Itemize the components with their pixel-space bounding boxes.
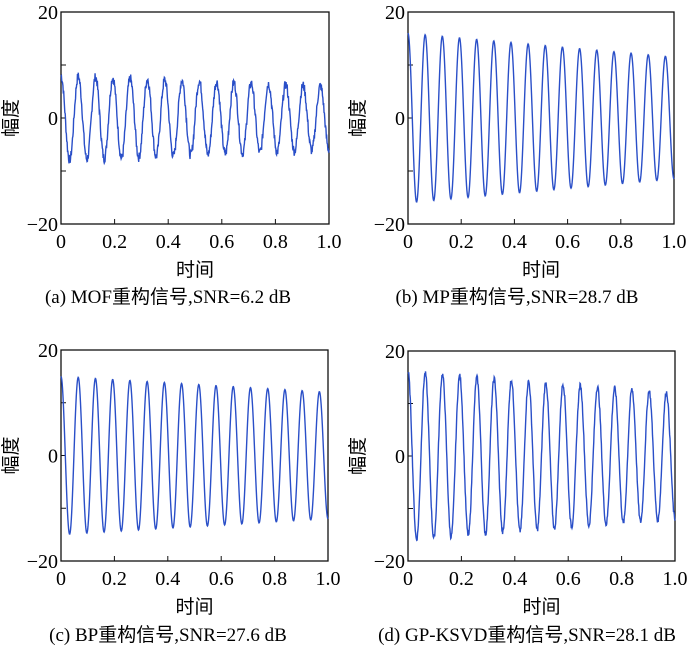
x-tick-label: 0.6 <box>555 231 580 253</box>
y-axis-label: 幅度 <box>0 99 22 137</box>
x-tick-label: 0 <box>403 231 413 253</box>
y-tick-label: 20 <box>38 2 58 24</box>
y-tick-label: −20 <box>27 551 58 573</box>
x-axis-label: 时间 <box>522 596 560 618</box>
x-tick-label: 0 <box>56 568 66 590</box>
x-tick-label: 0.6 <box>556 568 581 590</box>
y-tick-label: 0 <box>395 108 405 130</box>
x-tick-label: 0.2 <box>449 568 474 590</box>
y-tick-label: −20 <box>27 214 58 236</box>
x-tick-label: 1.0 <box>662 231 687 253</box>
x-axis-label: 时间 <box>175 596 213 618</box>
x-tick-label: 1.0 <box>316 568 341 590</box>
panel-caption: (c) BP重构信号,SNR=27.6 dB <box>49 624 287 646</box>
y-tick-label: −20 <box>374 214 405 236</box>
y-axis-label: 幅度 <box>347 99 369 137</box>
x-tick-label: 0.4 <box>155 568 180 590</box>
x-tick-label: 1.0 <box>663 568 688 590</box>
y-axis-label: 幅度 <box>347 437 369 475</box>
x-axis-label: 时间 <box>176 259 214 281</box>
signal-line <box>407 32 675 203</box>
y-axis-label: 幅度 <box>0 436 22 474</box>
x-tick-label: 0 <box>403 568 413 590</box>
x-tick-label: 0.4 <box>502 231 527 253</box>
x-tick-label: 0.4 <box>156 231 181 253</box>
x-tick-label: 1.0 <box>317 231 342 253</box>
panel-caption: (b) MP重构信号,SNR=28.7 dB <box>396 286 639 308</box>
y-tick-label: 0 <box>395 446 405 468</box>
x-tick-label: 0.6 <box>209 568 234 590</box>
x-tick-label: 0.4 <box>502 568 527 590</box>
x-tick-label: 0.8 <box>262 568 287 590</box>
panel-caption: (a) MOF重构信号,SNR=6.2 dB <box>45 286 291 308</box>
x-tick-label: 0.8 <box>609 568 634 590</box>
y-tick-label: 20 <box>385 341 405 363</box>
x-tick-label: 0.8 <box>263 231 288 253</box>
y-tick-label: 20 <box>385 2 405 24</box>
y-tick-label: 0 <box>48 446 58 468</box>
x-tick-label: 0.2 <box>102 231 127 253</box>
y-tick-label: −20 <box>374 551 405 573</box>
signal-line <box>60 72 330 166</box>
x-tick-label: 0.2 <box>449 231 474 253</box>
x-axis-label: 时间 <box>522 259 560 281</box>
x-tick-label: 0.8 <box>608 231 633 253</box>
signal-line <box>60 375 329 535</box>
x-tick-label: 0.6 <box>209 231 234 253</box>
y-tick-label: 0 <box>48 108 58 130</box>
y-tick-label: 20 <box>38 340 58 362</box>
x-tick-label: 0 <box>56 231 66 253</box>
signal-line <box>407 371 676 542</box>
panel-caption: (d) GP-KSVD重构信号,SNR=28.1 dB <box>378 624 676 646</box>
x-tick-label: 0.2 <box>102 568 127 590</box>
